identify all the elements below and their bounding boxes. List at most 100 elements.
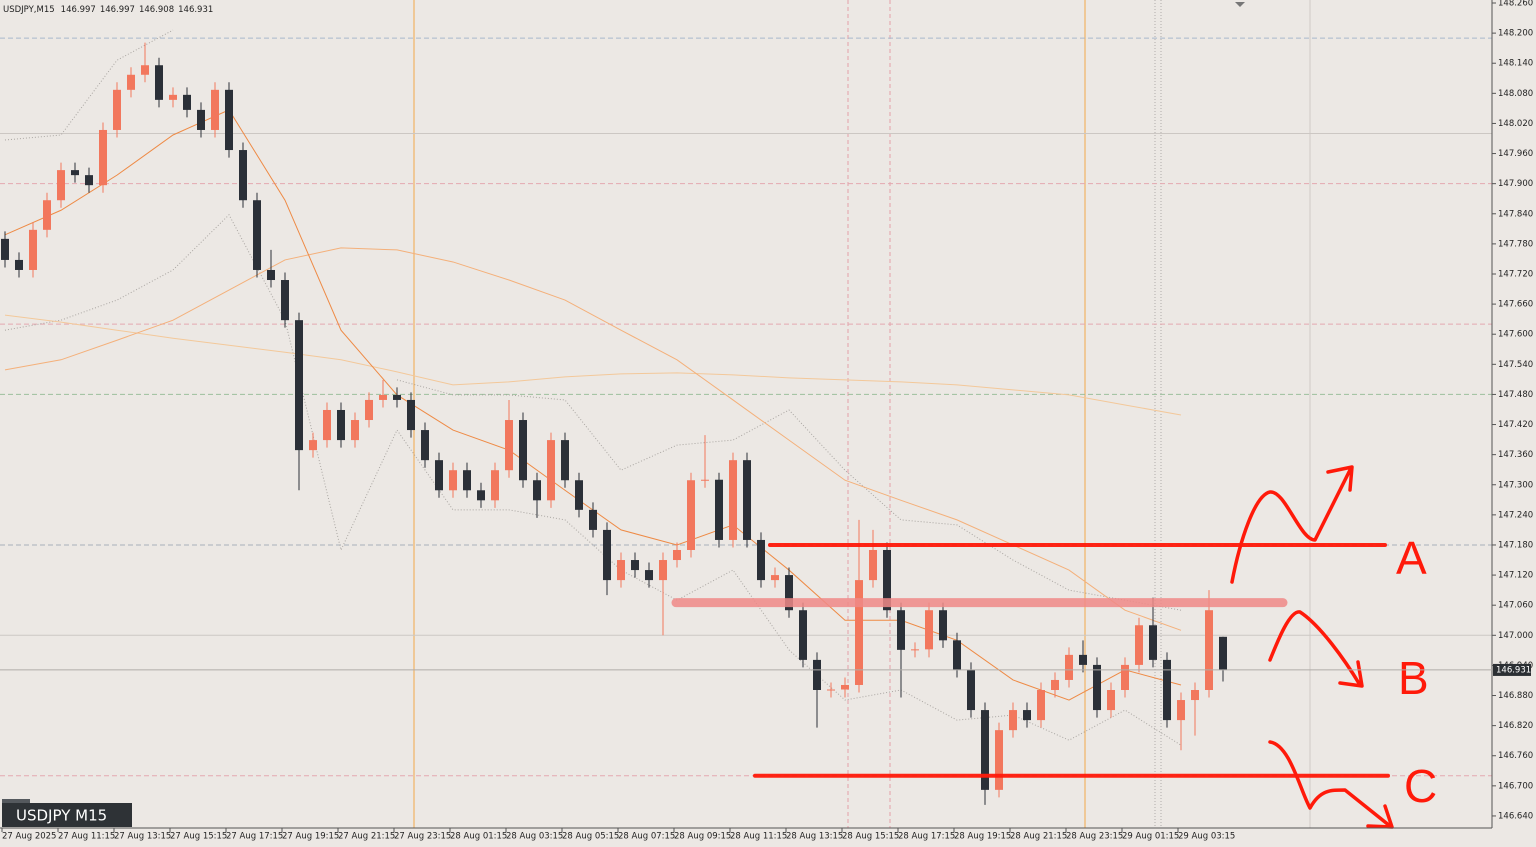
indicator-line: [4, 247, 1182, 631]
candle-body: [729, 460, 737, 540]
y-tick-label: 146.880: [1498, 691, 1533, 701]
candle-body: [29, 229, 37, 270]
candle-body: [1037, 690, 1045, 721]
indicator-line: [4, 213, 1182, 746]
candle-body: [883, 549, 891, 611]
candle-body: [1065, 654, 1073, 680]
candle-body: [491, 470, 499, 501]
y-tick-label: 147.480: [1498, 390, 1533, 400]
candle-body: [463, 470, 471, 491]
candle-body: [1177, 700, 1185, 721]
annotation-letter: A: [1396, 532, 1427, 584]
candle-body: [393, 394, 401, 400]
candle-body: [15, 259, 23, 270]
y-tick-label: 148.200: [1498, 29, 1533, 39]
x-tick-label: 28 Aug 05:15: [562, 832, 619, 842]
candle-body: [533, 480, 541, 501]
candle-body: [869, 549, 877, 581]
y-tick-label: 147.780: [1498, 239, 1533, 249]
x-tick-label: 27 Aug 13:15: [114, 832, 171, 842]
y-tick-label: 148.020: [1498, 119, 1533, 129]
annotation-layer: A B C: [671, 465, 1437, 829]
candle-body: [1009, 710, 1017, 731]
chart-header: USDJPY,M15 146.997 146.997 146.908 146.931: [3, 5, 213, 15]
candle-body: [1219, 636, 1227, 670]
candle-body: [295, 320, 303, 451]
y-tick-label: 148.260: [1498, 0, 1533, 9]
candle-body: [113, 89, 121, 130]
candle-body: [365, 399, 373, 421]
symbol-label: USDJPY M15: [16, 807, 107, 825]
candle-body: [1093, 664, 1101, 711]
candle-body: [1107, 690, 1115, 711]
candle-body: [1051, 679, 1059, 690]
y-tick-label: 146.820: [1498, 721, 1533, 731]
y-tick-label: 147.960: [1498, 149, 1533, 159]
y-tick-label: 146.760: [1498, 751, 1533, 761]
candle-body: [701, 479, 709, 481]
x-tick-label: 27 Aug 17:15: [226, 832, 283, 842]
x-tick-label: 27 Aug 11:15: [58, 832, 115, 842]
header-high: 146.997: [100, 5, 135, 15]
candle-body: [183, 94, 191, 110]
y-tick-label: 147.360: [1498, 450, 1533, 460]
x-tick-label: 28 Aug 21:15: [1010, 832, 1067, 842]
candle-body: [211, 89, 219, 130]
candle-body: [855, 580, 863, 685]
candle-body: [477, 490, 485, 501]
candle-body: [1079, 654, 1087, 665]
x-tick-label: 29 Aug 01:15: [1122, 832, 1179, 842]
candle-body: [673, 549, 681, 561]
candle-body: [939, 610, 947, 641]
candle-body: [813, 659, 821, 690]
symbol: USDJPY,M15: [3, 5, 55, 15]
y-tick-label: 147.540: [1498, 360, 1533, 370]
candle-body: [967, 669, 975, 711]
candle-body: [421, 430, 429, 461]
annotation-letter: B: [1398, 652, 1429, 704]
candle-layer: [1, 42, 1227, 805]
x-tick-label: 28 Aug 19:15: [954, 832, 1011, 842]
x-tick-label: 27 Aug 19:15: [282, 832, 339, 842]
x-tick-label: 28 Aug 01:15: [450, 832, 507, 842]
y-tick-label: 147.840: [1498, 209, 1533, 219]
candle-body: [617, 560, 625, 581]
header-low: 146.908: [139, 5, 174, 15]
x-tick-label: 28 Aug 23:15: [1066, 832, 1123, 842]
y-tick-label: 147.060: [1498, 601, 1533, 611]
candle-body: [827, 689, 835, 691]
y-tick-label: 147.180: [1498, 540, 1533, 550]
candle-body: [981, 710, 989, 790]
y-tick-label: 147.300: [1498, 480, 1533, 490]
candle-body: [547, 440, 555, 501]
x-tick-label: 29 Aug 03:15: [1178, 832, 1235, 842]
candle-body: [1149, 625, 1157, 660]
candle-body: [253, 200, 261, 270]
shift-indicator: [1235, 2, 1245, 7]
candle-body: [1023, 710, 1031, 721]
annotation-letter: C: [1404, 760, 1437, 812]
price-tag-label: 146.931: [1496, 665, 1531, 675]
symbol-box: [2, 803, 132, 827]
candle-body: [155, 65, 163, 100]
candle-body: [645, 570, 653, 581]
candle-body: [785, 575, 793, 611]
candle-body: [281, 280, 289, 321]
y-tick-label: 147.660: [1498, 300, 1533, 310]
x-tick-label: 28 Aug 11:15: [730, 832, 787, 842]
candle-body: [1121, 664, 1129, 690]
grid-layer: [0, 0, 1492, 828]
candle-body: [379, 394, 387, 400]
candle-body: [687, 480, 695, 550]
candle-body: [589, 509, 597, 530]
x-tick-label: 28 Aug 15:15: [842, 832, 899, 842]
scenario-arrow: [1268, 740, 1394, 829]
indicator-line: [4, 314, 1182, 416]
header-close: 146.931: [178, 5, 213, 15]
y-tick-label: 147.600: [1498, 330, 1533, 340]
candle-body: [953, 640, 961, 670]
candle-body: [435, 460, 443, 491]
